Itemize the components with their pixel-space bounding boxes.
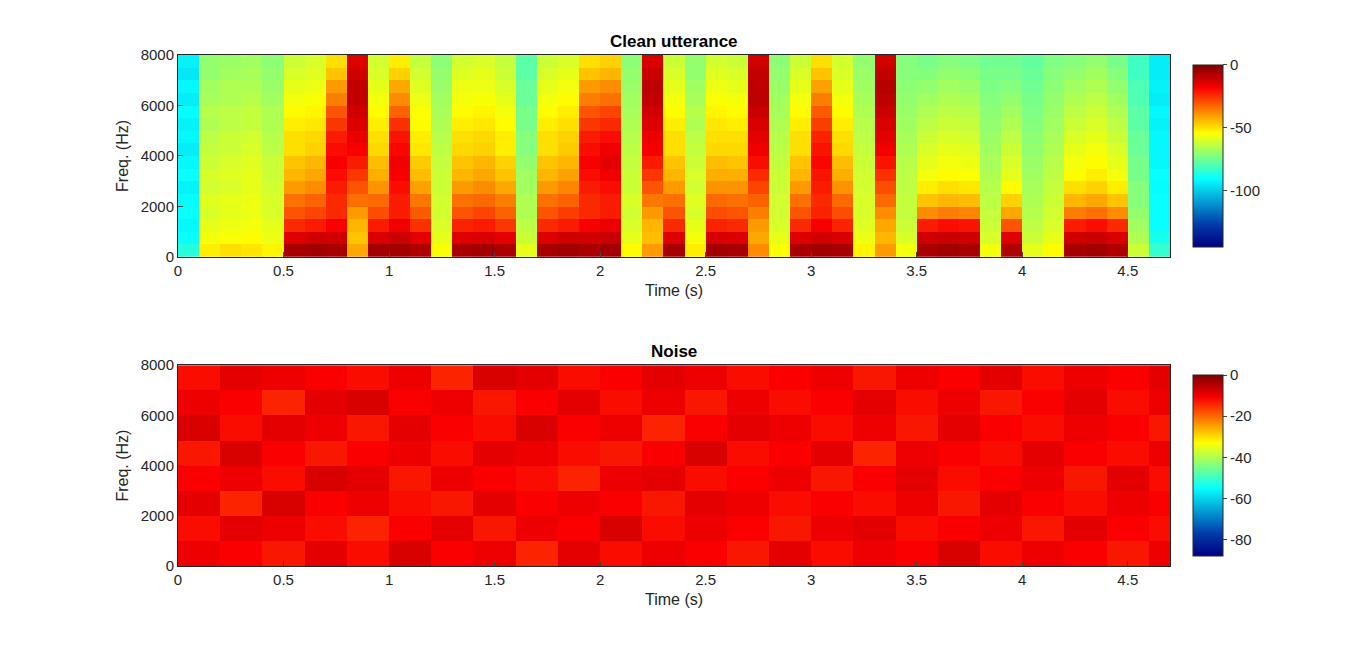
svg-text:6000: 6000 xyxy=(141,407,174,424)
svg-text:2: 2 xyxy=(596,262,604,279)
svg-text:1: 1 xyxy=(385,571,393,588)
svg-text:0.5: 0.5 xyxy=(273,571,294,588)
svg-text:6000: 6000 xyxy=(141,97,174,114)
svg-text:4.5: 4.5 xyxy=(1117,262,1138,279)
svg-text:8000: 8000 xyxy=(141,46,174,63)
svg-text:3: 3 xyxy=(807,571,815,588)
svg-text:8000: 8000 xyxy=(141,356,174,373)
svg-text:0: 0 xyxy=(1230,366,1238,383)
svg-text:3: 3 xyxy=(807,262,815,279)
svg-text:Freq. (Hz): Freq. (Hz) xyxy=(114,430,131,502)
svg-text:Time (s): Time (s) xyxy=(645,282,703,299)
svg-text:-80: -80 xyxy=(1230,531,1252,548)
svg-text:0.5: 0.5 xyxy=(273,262,294,279)
svg-text:1: 1 xyxy=(385,262,393,279)
svg-text:Noise: Noise xyxy=(651,342,697,361)
svg-text:0: 0 xyxy=(1230,56,1238,73)
svg-text:-50: -50 xyxy=(1230,119,1252,136)
svg-text:1.5: 1.5 xyxy=(484,571,505,588)
svg-text:0: 0 xyxy=(166,248,174,265)
svg-text:1.5: 1.5 xyxy=(484,262,505,279)
svg-text:-60: -60 xyxy=(1230,490,1252,507)
svg-text:4000: 4000 xyxy=(141,457,174,474)
svg-text:-20: -20 xyxy=(1230,407,1252,424)
svg-text:4: 4 xyxy=(1018,262,1026,279)
svg-text:2000: 2000 xyxy=(141,198,174,215)
svg-text:0: 0 xyxy=(174,262,182,279)
svg-text:3.5: 3.5 xyxy=(906,262,927,279)
svg-text:0: 0 xyxy=(166,557,174,574)
svg-text:4.5: 4.5 xyxy=(1117,571,1138,588)
svg-text:2: 2 xyxy=(596,571,604,588)
svg-text:-100: -100 xyxy=(1230,182,1260,199)
svg-text:4000: 4000 xyxy=(141,147,174,164)
svg-text:2.5: 2.5 xyxy=(695,262,716,279)
svg-text:Freq. (Hz): Freq. (Hz) xyxy=(114,120,131,192)
svg-text:0: 0 xyxy=(174,571,182,588)
svg-text:3.5: 3.5 xyxy=(906,571,927,588)
svg-text:-40: -40 xyxy=(1230,449,1252,466)
svg-text:2.5: 2.5 xyxy=(695,571,716,588)
svg-text:4: 4 xyxy=(1018,571,1026,588)
svg-text:Clean utterance: Clean utterance xyxy=(610,32,738,51)
svg-text:2000: 2000 xyxy=(141,507,174,524)
svg-text:Time (s): Time (s) xyxy=(645,591,703,608)
